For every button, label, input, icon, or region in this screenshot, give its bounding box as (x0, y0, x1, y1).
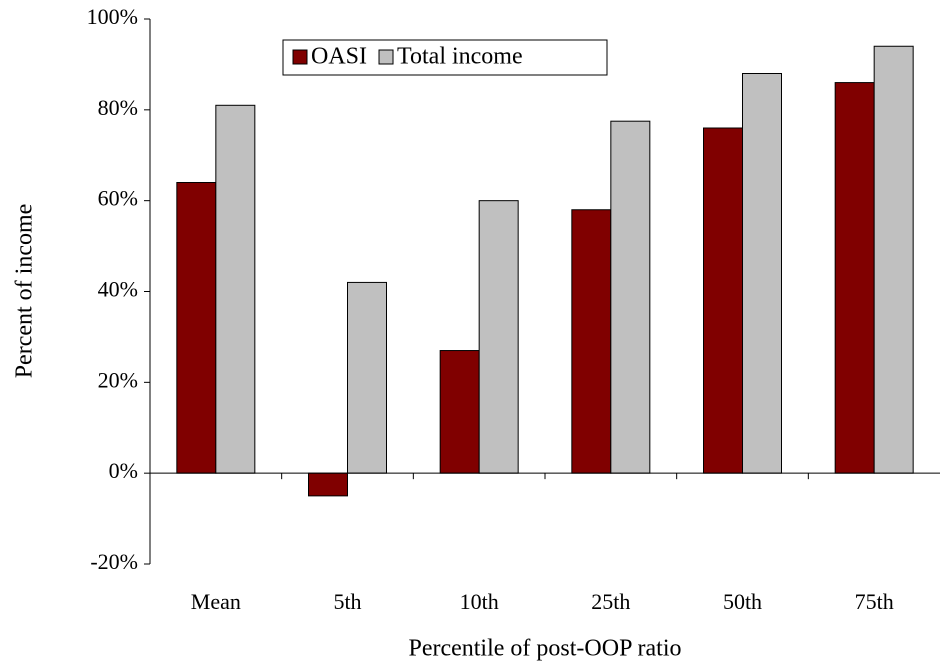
y-axis-title: Percent of income (12, 204, 38, 379)
legend-swatch (378, 49, 394, 65)
bar (742, 73, 782, 474)
bar (308, 472, 348, 497)
bar (873, 45, 914, 474)
y-tick-label: 0% (109, 458, 138, 483)
x-tick-label: Mean (191, 589, 241, 614)
x-tick-label: 5th (333, 589, 361, 614)
bar (347, 281, 387, 474)
legend-box (282, 39, 608, 76)
y-tick-label: 100% (87, 4, 138, 29)
y-tick-label: -20% (90, 549, 138, 574)
bar (703, 127, 743, 474)
x-tick-label: 25th (591, 589, 630, 614)
y-tick-label: 20% (98, 367, 138, 392)
bar (478, 200, 519, 474)
x-tick-label: 75th (855, 589, 894, 614)
legend-swatch (292, 49, 308, 65)
x-tick-label: 50th (723, 589, 762, 614)
bar (571, 209, 612, 474)
y-tick-label: 40% (98, 277, 138, 302)
legend-label: Total income (397, 44, 523, 70)
bar (610, 120, 651, 474)
legend-label: OASI (311, 44, 367, 70)
x-tick-label: 10th (460, 589, 499, 614)
bar (834, 82, 875, 474)
x-axis-title: Percentile of post-OOP ratio (408, 636, 681, 662)
bar (439, 350, 480, 474)
legend: OASI Total income (282, 39, 608, 76)
y-tick-label: 60% (98, 186, 138, 211)
y-tick-label: 80% (98, 95, 138, 120)
bar (176, 182, 217, 474)
bar (215, 104, 256, 474)
